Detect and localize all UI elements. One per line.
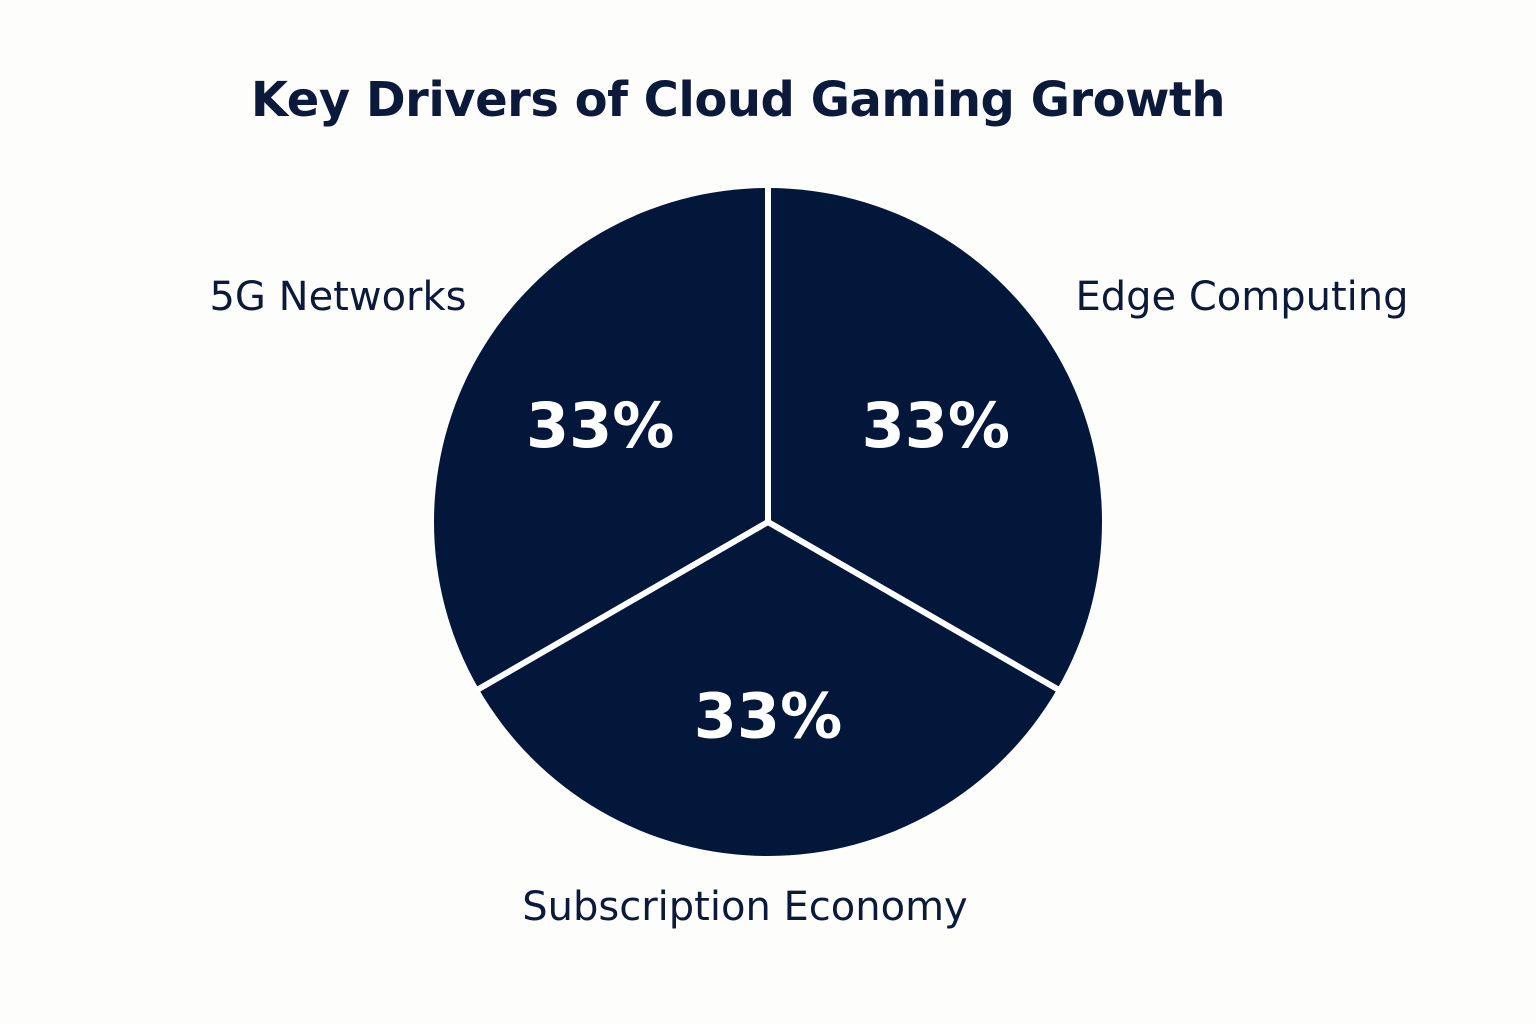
pie-value-label: 33% bbox=[526, 389, 674, 462]
pie-category-label: 5G Networks bbox=[209, 274, 466, 320]
pie-slice-edge-computing bbox=[768, 188, 1102, 689]
pie-separator-line bbox=[475, 519, 770, 693]
pie-value-label: 33% bbox=[862, 389, 1010, 462]
pie-separators bbox=[475, 186, 1061, 693]
pie-category-labels: Edge Computing Subscription Economy 5G Net… bbox=[209, 274, 1408, 930]
pie-category-label: Edge Computing bbox=[1075, 274, 1408, 320]
pie-category-label: Subscription Economy bbox=[522, 884, 967, 930]
pie-value-labels: 33% 33% 33% bbox=[526, 389, 1010, 753]
chart-title: Key Drivers of Cloud Gaming Growth bbox=[250, 72, 1226, 128]
pie-slice-5g-networks bbox=[434, 188, 768, 689]
pie-separator-line bbox=[766, 519, 1061, 693]
pie-value-label: 33% bbox=[694, 680, 842, 753]
